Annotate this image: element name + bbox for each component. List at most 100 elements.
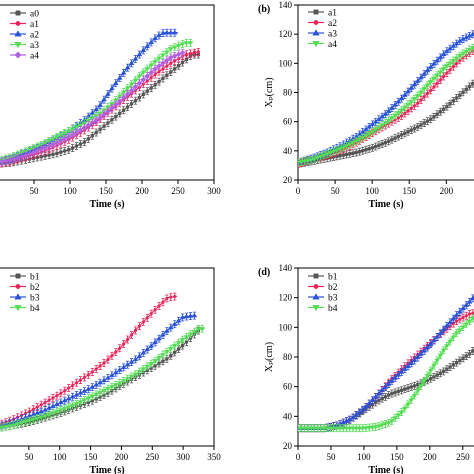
data-point — [124, 91, 131, 97]
data-point — [386, 393, 391, 397]
data-point — [424, 373, 431, 379]
data-point — [431, 337, 437, 343]
data-point — [376, 390, 382, 396]
data-point — [454, 61, 459, 66]
data-point — [377, 398, 381, 403]
series-b3 — [298, 294, 474, 433]
data-point — [171, 29, 178, 35]
data-point — [140, 76, 147, 83]
data-point — [112, 383, 119, 388]
data-point — [63, 149, 67, 153]
data-point — [124, 361, 131, 367]
data-point — [38, 415, 45, 421]
data-point — [184, 340, 189, 344]
data-point — [81, 388, 88, 393]
data-point — [69, 393, 76, 399]
data-point — [461, 356, 465, 360]
data-point — [46, 405, 52, 410]
data-point — [93, 117, 99, 124]
data-point — [467, 84, 472, 89]
data-point — [105, 108, 111, 115]
data-point — [408, 85, 415, 90]
data-point — [403, 131, 407, 135]
data-point — [444, 64, 450, 69]
series-b3 — [0, 311, 198, 430]
data-point — [385, 108, 392, 113]
data-point — [144, 73, 150, 79]
data-point — [101, 377, 107, 383]
data-point — [65, 405, 72, 410]
legend-label: b3 — [30, 294, 40, 304]
data-point — [161, 300, 165, 304]
data-point — [437, 330, 444, 335]
data-point — [109, 385, 115, 390]
data-point — [101, 388, 107, 394]
data-point — [466, 319, 473, 325]
data-point — [152, 59, 158, 65]
data-point — [160, 353, 166, 358]
data-point — [109, 85, 115, 91]
data-point — [377, 143, 381, 147]
x-tick-label: 200 — [423, 452, 437, 462]
data-point — [148, 343, 155, 348]
data-point — [61, 397, 68, 403]
data-point — [389, 116, 395, 121]
data-point — [149, 76, 153, 80]
data-point — [153, 364, 157, 368]
data-point — [34, 148, 41, 154]
series-line — [298, 296, 474, 429]
data-point — [451, 322, 455, 326]
data-point — [140, 367, 147, 372]
data-point — [444, 323, 450, 328]
data-point — [393, 136, 397, 140]
x-tick-label: 100 — [357, 452, 371, 462]
data-point — [122, 108, 126, 112]
data-point — [460, 325, 466, 330]
data-point — [337, 147, 343, 152]
data-point — [89, 110, 96, 115]
data-point — [73, 402, 80, 407]
legend-marker — [312, 41, 320, 48]
data-point — [456, 308, 463, 314]
data-point — [395, 111, 402, 116]
data-point — [408, 360, 415, 365]
data-point — [57, 399, 64, 405]
data-point — [86, 137, 90, 141]
data-point — [445, 71, 449, 75]
data-point — [141, 320, 145, 324]
data-point — [184, 52, 189, 56]
data-point — [364, 148, 368, 152]
data-point — [122, 342, 126, 346]
data-point — [128, 359, 135, 364]
data-point — [363, 426, 369, 431]
data-point — [93, 106, 100, 112]
data-point — [321, 153, 327, 159]
data-point — [63, 389, 67, 393]
data-point — [180, 343, 185, 348]
data-point — [165, 357, 169, 361]
data-point — [26, 151, 33, 157]
data-point — [412, 104, 417, 108]
data-point — [412, 126, 417, 131]
data-point — [425, 91, 430, 96]
data-point — [160, 30, 166, 35]
data-point — [152, 359, 158, 364]
data-point — [153, 308, 157, 312]
data-point — [132, 372, 139, 377]
data-point — [458, 317, 462, 321]
data-point — [196, 50, 200, 54]
legend-marker — [15, 10, 21, 16]
data-point — [160, 53, 166, 58]
data-point — [389, 105, 395, 110]
data-point — [338, 154, 342, 158]
data-point — [137, 95, 142, 100]
legend-label: a3 — [30, 41, 39, 51]
data-point — [429, 117, 433, 121]
data-point — [171, 321, 178, 326]
data-point — [348, 152, 352, 156]
data-point — [366, 400, 373, 406]
data-point — [403, 111, 407, 116]
data-point — [461, 315, 465, 320]
